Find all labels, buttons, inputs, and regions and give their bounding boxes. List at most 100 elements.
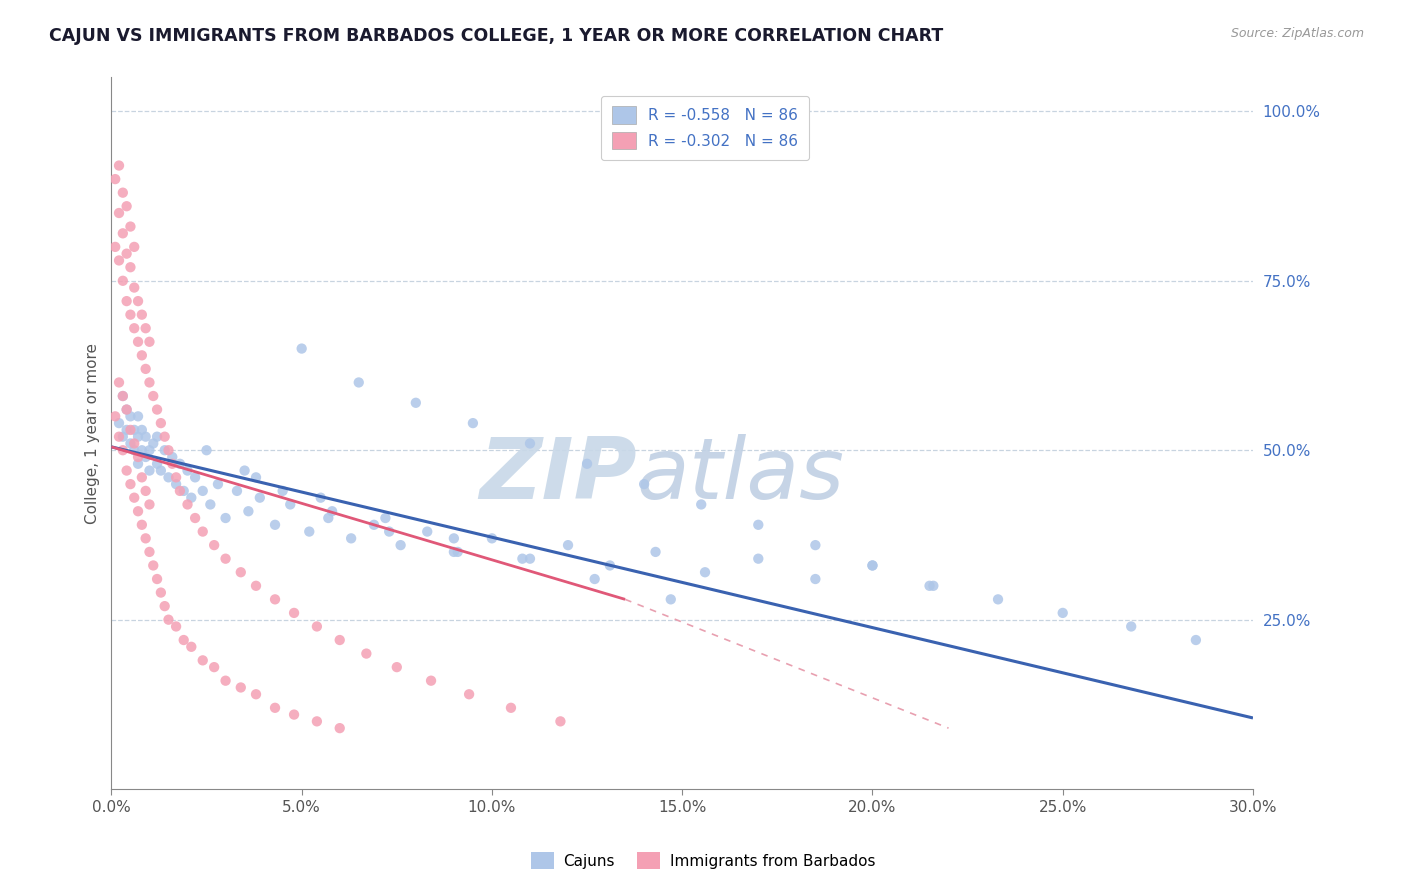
Point: [447, 545, 470, 559]
Point: [238, 504, 260, 518]
Point: [111, 430, 134, 444]
Point: [690, 498, 713, 512]
Point: [169, 483, 191, 498]
Point: [191, 653, 214, 667]
Point: [180, 640, 202, 654]
Point: [138, 464, 160, 478]
Point: [153, 430, 176, 444]
Point: [804, 572, 827, 586]
Point: [1052, 606, 1074, 620]
Point: [120, 477, 142, 491]
Point: [131, 443, 153, 458]
Point: [162, 450, 184, 464]
Point: [329, 721, 352, 735]
Point: [104, 409, 127, 424]
Point: [111, 389, 134, 403]
Point: [249, 491, 271, 505]
Point: [120, 219, 142, 234]
Point: [1185, 633, 1208, 648]
Point: [115, 402, 138, 417]
Point: [519, 551, 541, 566]
Point: [138, 334, 160, 349]
Point: [142, 436, 165, 450]
Point: [120, 260, 142, 275]
Point: [135, 430, 157, 444]
Point: [245, 687, 267, 701]
Point: [184, 511, 207, 525]
Point: [693, 566, 716, 580]
Point: [122, 321, 145, 335]
Point: [138, 498, 160, 512]
Point: [918, 579, 941, 593]
Point: [122, 491, 145, 505]
Point: [169, 457, 191, 471]
Text: ZIP: ZIP: [479, 434, 637, 517]
Point: [146, 572, 169, 586]
Point: [583, 572, 606, 586]
Point: [747, 551, 769, 566]
Point: [146, 402, 169, 417]
Point: [127, 409, 149, 424]
Point: [111, 274, 134, 288]
Point: [108, 416, 131, 430]
Point: [122, 280, 145, 294]
Point: [131, 470, 153, 484]
Point: [229, 681, 252, 695]
Point: [165, 619, 187, 633]
Point: [111, 186, 134, 200]
Point: [135, 321, 157, 335]
Point: [633, 477, 655, 491]
Point: [291, 342, 314, 356]
Point: [122, 436, 145, 450]
Point: [576, 457, 599, 471]
Point: [283, 707, 305, 722]
Point: [115, 464, 138, 478]
Point: [278, 498, 301, 512]
Point: [142, 389, 165, 403]
Point: [120, 409, 142, 424]
Point: [356, 647, 378, 661]
Point: [309, 491, 332, 505]
Legend: R = -0.558   N = 86, R = -0.302   N = 86: R = -0.558 N = 86, R = -0.302 N = 86: [600, 95, 808, 160]
Point: [153, 599, 176, 614]
Point: [127, 457, 149, 471]
Point: [104, 240, 127, 254]
Point: [862, 558, 884, 573]
Point: [131, 517, 153, 532]
Point: [557, 538, 579, 552]
Point: [191, 524, 214, 539]
Point: [135, 362, 157, 376]
Point: [131, 308, 153, 322]
Text: Source: ZipAtlas.com: Source: ZipAtlas.com: [1230, 27, 1364, 40]
Point: [329, 633, 352, 648]
Point: [131, 348, 153, 362]
Y-axis label: College, 1 year or more: College, 1 year or more: [86, 343, 100, 524]
Point: [389, 538, 412, 552]
Point: [245, 579, 267, 593]
Point: [374, 511, 396, 525]
Point: [120, 423, 142, 437]
Point: [127, 430, 149, 444]
Point: [405, 396, 427, 410]
Point: [108, 430, 131, 444]
Point: [226, 483, 249, 498]
Point: [195, 443, 218, 458]
Point: [115, 423, 138, 437]
Legend: Cajuns, Immigrants from Barbados: Cajuns, Immigrants from Barbados: [524, 846, 882, 875]
Point: [481, 532, 503, 546]
Point: [173, 483, 195, 498]
Point: [153, 443, 176, 458]
Point: [104, 172, 127, 186]
Point: [922, 579, 945, 593]
Point: [318, 511, 340, 525]
Point: [146, 430, 169, 444]
Point: [416, 524, 439, 539]
Point: [108, 253, 131, 268]
Point: [458, 687, 481, 701]
Point: [162, 457, 184, 471]
Point: [122, 240, 145, 254]
Point: [1121, 619, 1143, 633]
Point: [157, 613, 180, 627]
Point: [644, 545, 666, 559]
Point: [122, 443, 145, 458]
